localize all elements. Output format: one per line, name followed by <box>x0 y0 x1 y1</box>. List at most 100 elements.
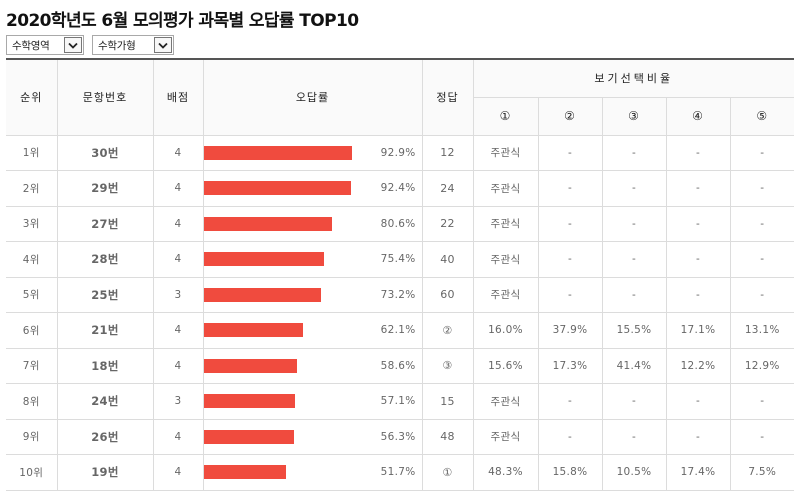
question-number-cell: 28번 <box>56 241 154 278</box>
choice-2-ratio-cell: 17.3% <box>537 347 603 384</box>
error-rate-wrapper: 62.1% <box>203 323 416 338</box>
choice-5-ratio-cell: - <box>729 170 795 207</box>
choice-1-ratio-cell: 주관식 <box>472 383 539 420</box>
error-rate-label: 92.9% <box>380 146 416 159</box>
points-cell: 4 <box>152 205 204 242</box>
header-question-number: 문항번호 <box>56 58 154 136</box>
header-choice-1: ① <box>473 96 539 136</box>
chevron-down-icon[interactable] <box>64 37 82 53</box>
table-row: 3위 27번 4 80.6% 22 주관식 - - - - <box>6 205 795 242</box>
choice-1-ratio-cell: 주관식 <box>472 170 539 207</box>
header-choice-4: ④ <box>665 96 731 136</box>
rank-cell: 3위 <box>6 205 58 242</box>
choice-2-ratio-cell: - <box>537 418 603 455</box>
points-cell: 4 <box>152 347 204 384</box>
answer-cell: 22 <box>421 205 474 242</box>
error-rate-wrapper: 80.6% <box>203 216 416 231</box>
answer-cell: 12 <box>421 134 474 171</box>
choice-4-ratio-cell: - <box>665 170 731 207</box>
choice-2-ratio-cell: - <box>537 276 603 313</box>
error-rate-bar <box>203 323 303 338</box>
chevron-down-icon[interactable] <box>154 37 172 53</box>
error-rate-label: 51.7% <box>380 466 416 479</box>
choice-5-ratio-cell: 13.1% <box>729 312 795 349</box>
answer-cell: 15 <box>421 383 474 420</box>
table-body: 1위 30번 4 92.9% 12 주관식 - - - -2위 29번 4 92.4% 24 주관식 - - - -… <box>6 134 795 491</box>
choice-4-ratio-cell: 12.2% <box>665 347 731 384</box>
table-row: 10위 19번 4 51.7% ① 48.3% 15.8% 10.5% 17.4% 7.5% <box>6 454 795 491</box>
points-cell: 4 <box>152 134 204 171</box>
choice-1-ratio-cell: 15.6% <box>472 347 539 384</box>
error-rate-wrapper: 92.9% <box>203 145 416 160</box>
rank-cell: 5위 <box>6 276 58 313</box>
filter-bar: 수학영역 수학가형 <box>6 35 174 55</box>
points-cell: 3 <box>152 383 204 420</box>
error-rate-cell: 56.3% <box>202 418 423 455</box>
choice-1-ratio-cell: 주관식 <box>472 276 539 313</box>
subject-area-value: 수학영역 <box>12 39 50 52</box>
error-rate-cell: 51.7% <box>202 454 423 491</box>
error-rate-cell: 73.2% <box>202 276 423 313</box>
points-cell: 4 <box>152 241 204 278</box>
header-choice-3: ③ <box>601 96 667 136</box>
error-rate-bar <box>203 429 294 444</box>
choice-4-ratio-cell: 17.1% <box>665 312 731 349</box>
error-rate-bar-track <box>203 216 364 231</box>
rank-cell: 2위 <box>6 170 58 207</box>
rank-cell: 4위 <box>6 241 58 278</box>
choice-1-ratio-cell: 16.0% <box>472 312 539 349</box>
answer-cell: 60 <box>421 276 474 313</box>
page-title: 2020학년도 6월 모의평가 과목별 오답률 TOP10 <box>6 11 359 31</box>
error-rate-bar <box>203 287 321 302</box>
error-rate-bar <box>203 358 298 373</box>
choice-3-ratio-cell: - <box>601 276 667 313</box>
header-choice-5: ⑤ <box>729 96 795 136</box>
question-number-cell: 24번 <box>56 383 154 420</box>
rank-cell: 9위 <box>6 418 58 455</box>
error-rate-wrapper: 57.1% <box>203 394 416 409</box>
subject-type-select[interactable]: 수학가형 <box>92 35 174 55</box>
subject-area-select[interactable]: 수학영역 <box>6 35 84 55</box>
choice-5-ratio-cell: - <box>729 205 795 242</box>
choice-5-ratio-cell: 7.5% <box>729 454 795 491</box>
error-rate-bar-track <box>203 252 364 267</box>
error-rate-bar-track <box>203 465 364 480</box>
choice-3-ratio-cell: - <box>601 134 667 171</box>
table-row: 5위 25번 3 73.2% 60 주관식 - - - - <box>6 276 795 313</box>
header-choice-2: ② <box>537 96 603 136</box>
choice-5-ratio-cell: 12.9% <box>729 347 795 384</box>
choice-1-ratio-cell: 주관식 <box>472 134 539 171</box>
error-rate-cell: 80.6% <box>202 205 423 242</box>
header-choice-ratio: 보기선택비율 <box>472 58 795 98</box>
header-error-rate: 오답률 <box>202 58 423 136</box>
choice-3-ratio-cell: - <box>601 205 667 242</box>
table-row: 1위 30번 4 92.9% 12 주관식 - - - - <box>6 134 795 171</box>
error-rate-cell: 62.1% <box>202 312 423 349</box>
choice-4-ratio-cell: 17.4% <box>665 454 731 491</box>
choice-4-ratio-cell: - <box>665 134 731 171</box>
table-row: 4위 28번 4 75.4% 40 주관식 - - - - <box>6 241 795 278</box>
choice-3-ratio-cell: - <box>601 170 667 207</box>
choice-2-ratio-cell: - <box>537 241 603 278</box>
choice-1-ratio-cell: 주관식 <box>472 205 539 242</box>
table-row: 9위 26번 4 56.3% 48 주관식 - - - - <box>6 418 795 455</box>
choice-2-ratio-cell: 15.8% <box>537 454 603 491</box>
question-number-cell: 26번 <box>56 418 154 455</box>
rank-cell: 7위 <box>6 347 58 384</box>
table-row: 8위 24번 3 57.1% 15 주관식 - - - - <box>6 383 795 420</box>
question-number-cell: 25번 <box>56 276 154 313</box>
choice-3-ratio-cell: - <box>601 241 667 278</box>
choice-3-ratio-cell: - <box>601 383 667 420</box>
choice-2-ratio-cell: - <box>537 134 603 171</box>
choice-2-ratio-cell: - <box>537 383 603 420</box>
error-rate-bar <box>203 145 353 160</box>
choice-5-ratio-cell: - <box>729 276 795 313</box>
choice-2-ratio-cell: - <box>537 205 603 242</box>
error-rate-bar <box>203 181 352 196</box>
error-rate-label: 62.1% <box>380 324 416 337</box>
answer-cell: 40 <box>421 241 474 278</box>
table-row: 2위 29번 4 92.4% 24 주관식 - - - - <box>6 170 795 207</box>
error-rate-bar <box>203 216 333 231</box>
error-rate-bar-track <box>203 394 364 409</box>
table-row: 6위 21번 4 62.1% ② 16.0% 37.9% 15.5% 17.1% 13.1% <box>6 312 795 349</box>
